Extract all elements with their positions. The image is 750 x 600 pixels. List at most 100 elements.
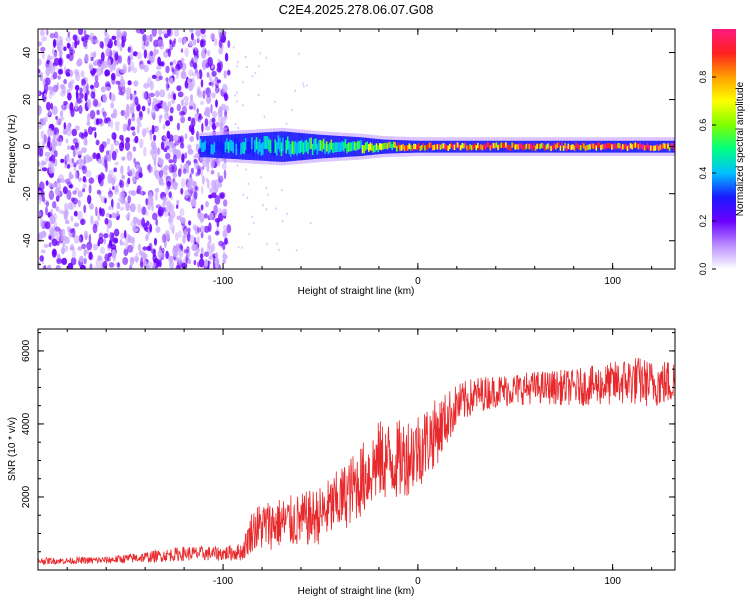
noise-blob bbox=[218, 106, 223, 114]
noise-blob bbox=[194, 251, 199, 257]
noise-blob bbox=[196, 248, 200, 253]
noise-blob bbox=[169, 61, 173, 66]
noise-blob bbox=[188, 144, 192, 152]
noise-blob bbox=[178, 230, 182, 239]
noise-blob bbox=[64, 209, 69, 217]
noise-blob bbox=[134, 135, 139, 144]
noise-blob bbox=[159, 114, 163, 120]
noise-blob bbox=[155, 218, 159, 226]
noise-blob bbox=[151, 74, 157, 79]
band-center bbox=[541, 142, 544, 149]
noise-blob bbox=[129, 106, 135, 114]
noise-blob bbox=[141, 206, 147, 216]
noise-blob bbox=[183, 37, 187, 44]
noise-blob bbox=[221, 30, 227, 37]
noise-blob bbox=[205, 201, 209, 208]
band-center bbox=[525, 144, 528, 150]
noise-blob bbox=[193, 190, 198, 201]
noise-blob bbox=[137, 203, 142, 214]
noise-blob bbox=[168, 215, 173, 223]
band-center bbox=[562, 145, 565, 151]
noise-blob bbox=[180, 188, 184, 195]
noise-blob bbox=[106, 137, 111, 145]
noise-blob bbox=[107, 174, 113, 184]
noise-blob bbox=[44, 151, 51, 157]
noise-blob bbox=[198, 113, 202, 118]
noise-blob bbox=[111, 150, 117, 161]
x-tick-label: -100 bbox=[213, 576, 233, 587]
noise-blob bbox=[200, 79, 204, 88]
speckle bbox=[265, 208, 268, 211]
band-center bbox=[484, 144, 488, 151]
snr-marks bbox=[38, 357, 675, 566]
noise-blob bbox=[75, 171, 78, 180]
noise-blob bbox=[158, 29, 162, 36]
noise-blob bbox=[67, 92, 72, 101]
band-center bbox=[491, 143, 494, 150]
noise-blob bbox=[208, 222, 212, 233]
noise-blob bbox=[74, 84, 80, 91]
noise-blob bbox=[189, 29, 194, 33]
noise-blob bbox=[213, 204, 219, 215]
noise-blob bbox=[69, 228, 74, 234]
snr-panel: -100 0 100 2000 4000 6000 Height of straight … bbox=[7, 328, 676, 597]
band-center bbox=[226, 138, 229, 149]
noise-blob bbox=[110, 119, 114, 129]
spectrogram-ticks: -100 0 100 -40 -20 0 20 40 bbox=[22, 28, 675, 287]
noise-blob bbox=[45, 180, 49, 186]
noise-blob bbox=[222, 229, 228, 239]
band-center bbox=[354, 141, 357, 151]
noise-blob bbox=[204, 251, 209, 257]
band-center bbox=[382, 143, 385, 150]
noise-blob bbox=[52, 38, 57, 48]
noise-blob bbox=[107, 42, 113, 49]
noise-blob bbox=[165, 65, 170, 74]
noise-blob bbox=[77, 190, 83, 198]
noise-blob bbox=[66, 145, 72, 150]
noise-blob bbox=[223, 199, 228, 207]
noise-blob bbox=[121, 39, 125, 48]
noise-blob bbox=[97, 212, 101, 222]
noise-blob bbox=[138, 110, 143, 118]
noise-blob bbox=[223, 169, 227, 180]
band-center bbox=[431, 145, 435, 151]
noise-blob bbox=[97, 255, 102, 261]
noise-blob bbox=[125, 214, 130, 219]
band-center bbox=[639, 142, 642, 148]
band-center bbox=[229, 139, 232, 151]
noise-blob bbox=[129, 256, 135, 266]
noise-blob bbox=[180, 111, 186, 116]
noise-blob bbox=[222, 241, 226, 251]
noise-blob bbox=[207, 56, 213, 67]
band-center bbox=[435, 143, 438, 150]
noise-blob bbox=[77, 199, 81, 208]
noise-blob bbox=[77, 210, 83, 221]
noise-blob bbox=[52, 71, 58, 80]
noise-blob bbox=[105, 37, 108, 48]
noise-blob bbox=[150, 248, 156, 254]
noise-blob bbox=[89, 203, 94, 210]
noise-blob bbox=[146, 220, 150, 226]
noise-blob bbox=[151, 124, 155, 135]
band-center bbox=[561, 142, 564, 148]
band-center bbox=[262, 142, 265, 155]
band-center bbox=[604, 144, 608, 150]
noise-blob bbox=[184, 47, 189, 58]
noise-blob bbox=[127, 118, 132, 127]
band-center bbox=[341, 141, 344, 151]
band-center bbox=[282, 137, 285, 152]
band-center bbox=[321, 141, 324, 152]
band-center bbox=[648, 145, 651, 151]
noise-blob bbox=[69, 48, 76, 56]
band-center bbox=[391, 144, 394, 151]
noise-blob bbox=[210, 104, 213, 114]
band-center bbox=[372, 145, 375, 153]
band-center bbox=[288, 141, 291, 155]
noise-blob bbox=[120, 232, 125, 240]
band-center bbox=[325, 141, 329, 152]
noise-blob bbox=[83, 258, 87, 265]
band-center bbox=[455, 142, 458, 149]
noise-blob bbox=[40, 230, 47, 238]
noise-blob bbox=[174, 29, 180, 37]
noise-blob bbox=[94, 38, 99, 44]
